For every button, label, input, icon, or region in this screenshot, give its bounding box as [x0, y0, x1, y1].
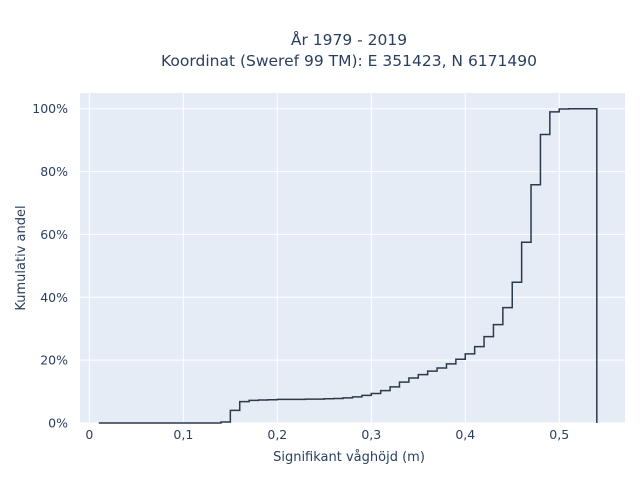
x-tick-label: 0,4	[455, 427, 475, 442]
y-tick-label: 60%	[40, 227, 68, 242]
chart-title-line-2: Koordinat (Sweref 99 TM): E 351423, N 61…	[161, 52, 537, 70]
chart-title-line-1: År 1979 - 2019	[291, 30, 407, 49]
y-tick-label: 40%	[40, 290, 68, 305]
x-axis-title: Signifikant våghöjd (m)	[273, 450, 425, 465]
x-tick-label: 0,5	[549, 427, 569, 442]
y-tick-label: 100%	[32, 101, 68, 116]
x-tick-label: 0,2	[267, 427, 287, 442]
plot-area	[80, 93, 625, 423]
x-tick-label: 0,1	[173, 427, 193, 442]
ecdf-step-line	[98, 107, 598, 424]
y-tick-label: 20%	[40, 353, 68, 368]
y-tick-label: 80%	[40, 164, 68, 179]
y-axis-title: Kumulativ andel	[14, 205, 29, 310]
x-tick-label: 0,3	[361, 427, 381, 442]
series-layer	[98, 107, 598, 424]
y-tick-label: 0%	[48, 416, 68, 431]
x-tick-label: 0	[85, 427, 93, 442]
tick-labels: 0 0,1 0,2 0,3 0,4 0,5 0% 20% 40% 60% 80% 100%	[32, 101, 569, 442]
